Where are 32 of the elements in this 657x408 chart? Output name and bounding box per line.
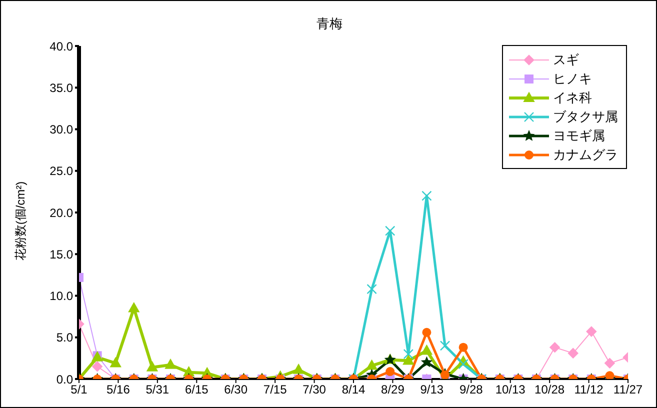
chart-title: 青梅 — [316, 16, 342, 31]
x-tick-label: 11/12 — [574, 382, 604, 397]
legend-label: ヨモギ属 — [553, 126, 605, 144]
x-tick-label: 9/28 — [459, 382, 484, 397]
x-tick-label: 11/27 — [613, 382, 643, 397]
x-tick-label: 10/13 — [495, 382, 526, 397]
y-tick-label: 5.0 — [56, 330, 74, 345]
y-tick-label: 20.0 — [50, 206, 74, 220]
y-axis-title: 花粉数(個/cm²) — [12, 180, 28, 260]
x-tick-label: 5/16 — [106, 382, 130, 397]
legend-label: カナムグラ — [553, 146, 618, 164]
legend-label: スギ — [553, 50, 579, 68]
y-tick-label: 30.0 — [50, 122, 74, 137]
legend-label: ヒノキ — [553, 70, 592, 88]
legend-label: ブタクサ属 — [553, 108, 618, 126]
x-tick-label: 8/29 — [381, 382, 405, 397]
y-tick-label: 0.0 — [56, 372, 74, 386]
y-tick-label: 40.0 — [50, 39, 74, 54]
legend-label: イネ科 — [553, 88, 592, 106]
x-tick-label: 6/30 — [224, 382, 248, 397]
x-tick-label: 7/15 — [263, 382, 288, 397]
x-tick-label: 5/1 — [70, 382, 88, 397]
x-tick-label: 8/14 — [342, 382, 366, 397]
x-tick-label: 5/31 — [146, 382, 170, 397]
x-tick-label: 6/15 — [184, 382, 209, 397]
y-tick-label: 15.0 — [50, 247, 74, 262]
y-tick-label: 35.0 — [50, 80, 74, 95]
y-tick-label: 10.0 — [50, 289, 74, 304]
x-tick-label: 7/30 — [302, 382, 326, 397]
x-tick-label: 9/13 — [420, 382, 444, 397]
x-tick-label: 10/28 — [534, 382, 565, 397]
y-tick-label: 25.0 — [50, 164, 74, 178]
